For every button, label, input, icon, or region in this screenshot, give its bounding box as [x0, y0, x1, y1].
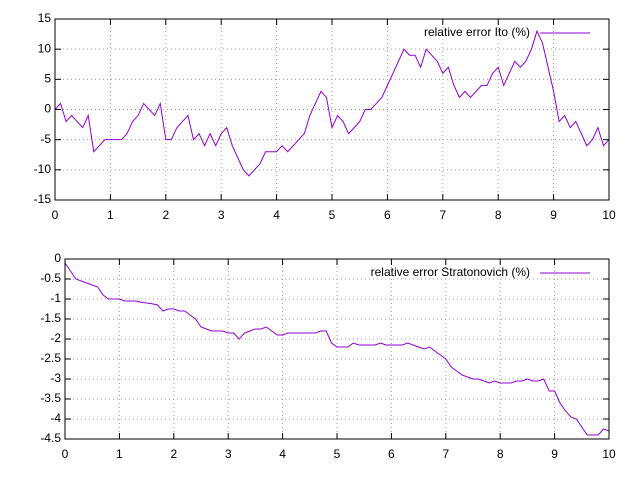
x-tick-label: 2: [170, 447, 177, 461]
y-tick-label: -4.5: [40, 431, 61, 445]
y-tick-label: 5: [44, 72, 51, 86]
x-tick-label: 1: [107, 208, 114, 222]
x-tick-label: 6: [388, 447, 395, 461]
x-tick-label: 3: [225, 447, 232, 461]
x-tick-label: 5: [329, 208, 336, 222]
y-tick-label: -5: [40, 132, 51, 146]
x-tick-label: 4: [279, 447, 286, 461]
y-tick-label: -0.5: [40, 271, 61, 285]
y-tick-label: -1.5: [40, 311, 61, 325]
x-tick-label: 1: [116, 447, 123, 461]
x-tick-label: 7: [439, 208, 446, 222]
x-tick-label: 9: [550, 208, 557, 222]
legend-label: relative error Ito (%): [424, 25, 530, 39]
x-tick-label: 8: [495, 208, 502, 222]
x-tick-label: 0: [52, 208, 59, 222]
x-tick-label: 8: [497, 447, 504, 461]
y-tick-label: -2.5: [40, 351, 61, 365]
x-tick-label: 10: [602, 447, 616, 461]
x-tick-label: 5: [334, 447, 341, 461]
y-tick-label: -3: [50, 371, 61, 385]
y-tick-label: -2: [50, 331, 61, 345]
x-tick-label: 0: [62, 447, 69, 461]
plot-border: [64, 258, 610, 440]
y-tick-label: -15: [34, 192, 52, 206]
plot-border: [54, 18, 610, 201]
y-tick-label: -10: [34, 162, 52, 176]
y-tick-label: 15: [38, 11, 52, 25]
data-line: [64, 262, 610, 436]
x-tick-label: 7: [442, 447, 449, 461]
x-tick-label: 3: [218, 208, 225, 222]
x-tick-label: 9: [551, 447, 558, 461]
y-tick-label: 0: [54, 251, 61, 265]
y-tick-label: -4: [50, 411, 61, 425]
x-tick-label: 2: [162, 208, 169, 222]
legend-label: relative error Stratonovich (%): [371, 265, 530, 279]
y-tick-label: 0: [44, 102, 51, 116]
y-tick-label: -3.5: [40, 391, 61, 405]
x-tick-label: 4: [273, 208, 280, 222]
x-tick-label: 6: [384, 208, 391, 222]
data-line: [54, 29, 610, 177]
x-tick-label: 10: [602, 208, 616, 222]
y-tick-label: 10: [38, 41, 52, 55]
y-tick-label: -1: [50, 291, 61, 305]
